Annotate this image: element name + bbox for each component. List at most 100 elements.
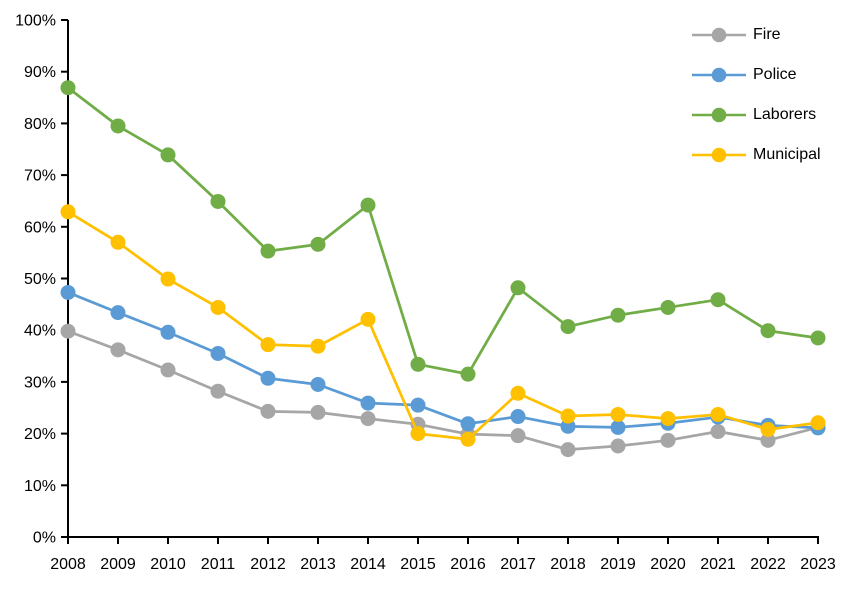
y-tick-label: 30%	[24, 374, 56, 391]
y-tick-label: 20%	[24, 426, 56, 443]
data-point	[710, 292, 726, 308]
data-point	[60, 323, 76, 339]
data-point	[260, 337, 276, 353]
y-tick-label: 80%	[24, 116, 56, 133]
x-tick-label: 2012	[250, 556, 286, 573]
data-point	[610, 406, 626, 422]
data-point	[760, 432, 776, 448]
x-tick-label: 2019	[600, 556, 636, 573]
data-point	[110, 305, 126, 321]
data-point	[210, 383, 226, 399]
y-axis-ticks: 0% 10% 20% 30% 40% 50% 60% 70% 80% 90% 100%	[15, 13, 68, 547]
legend-label-laborers: Laborers	[753, 106, 817, 123]
data-point	[310, 338, 326, 354]
x-tick-label: 2020	[650, 556, 686, 573]
x-tick-label: 2017	[500, 556, 536, 573]
series-police-line	[67, 291, 819, 430]
legend-label-municipal: Municipal	[753, 146, 821, 163]
data-point	[460, 366, 476, 382]
y-tick-label: 50%	[24, 271, 56, 288]
legend: Fire Police Laborers Municipal	[692, 21, 821, 169]
data-point	[610, 307, 626, 323]
y-tick-label: 100%	[15, 13, 56, 30]
legend-item-fire: Fire	[692, 21, 821, 49]
y-tick-label: 0%	[33, 530, 56, 547]
data-point	[660, 432, 676, 448]
data-point	[360, 395, 376, 411]
data-point	[160, 271, 176, 287]
data-point	[260, 243, 276, 259]
data-point	[510, 428, 526, 444]
data-point	[810, 415, 826, 431]
laborers-series-marker-icon	[692, 107, 746, 123]
y-tick-label: 60%	[24, 219, 56, 236]
x-tick-label: 2010	[150, 556, 186, 573]
legend-label-police: Police	[753, 66, 797, 83]
data-point	[110, 342, 126, 358]
data-point	[210, 193, 226, 209]
data-point	[410, 426, 426, 442]
data-point	[260, 403, 276, 419]
series-municipal	[60, 204, 826, 447]
fire-series-marker-icon	[692, 27, 746, 43]
data-point	[310, 376, 326, 392]
data-point	[160, 362, 176, 378]
data-point	[210, 345, 226, 361]
data-point	[160, 147, 176, 163]
data-point	[810, 330, 826, 346]
police-series-marker-icon	[692, 67, 746, 83]
x-tick-label: 2016	[450, 556, 486, 573]
data-point	[460, 416, 476, 432]
data-point	[360, 197, 376, 213]
data-point	[160, 324, 176, 340]
data-point	[260, 370, 276, 386]
data-point	[610, 438, 626, 454]
data-point	[60, 80, 76, 96]
y-tick-label: 70%	[24, 168, 56, 185]
x-tick-label: 2008	[50, 556, 86, 573]
legend-label-fire: Fire	[753, 26, 781, 43]
data-point	[510, 409, 526, 425]
data-point	[510, 385, 526, 401]
data-point	[660, 299, 676, 315]
series-laborers-line	[67, 86, 819, 376]
x-tick-label: 2013	[300, 556, 336, 573]
data-point	[360, 411, 376, 427]
y-tick-label: 10%	[24, 478, 56, 495]
y-tick-label: 40%	[24, 323, 56, 340]
data-point	[60, 204, 76, 220]
x-tick-label: 2018	[550, 556, 586, 573]
data-point	[710, 424, 726, 440]
x-tick-label: 2023	[800, 556, 836, 573]
data-point	[710, 406, 726, 422]
data-point	[760, 323, 776, 339]
series-laborers	[60, 80, 826, 382]
data-point	[210, 299, 226, 315]
data-point	[310, 404, 326, 420]
x-tick-label: 2011	[201, 556, 236, 573]
data-point	[560, 418, 576, 434]
x-tick-label: 2021	[700, 556, 736, 573]
legend-item-police: Police	[692, 61, 821, 89]
legend-item-municipal: Municipal	[692, 141, 821, 169]
data-point	[110, 234, 126, 250]
data-point	[560, 442, 576, 458]
data-point	[760, 421, 776, 437]
series-municipal-line	[67, 210, 819, 441]
x-axis-ticks: 2008 2009 2010 2011 2012 2013 2014 2015 2016 2017…	[50, 537, 836, 573]
legend-item-laborers: Laborers	[692, 101, 821, 129]
data-point	[310, 236, 326, 252]
data-point	[410, 397, 426, 413]
x-tick-label: 2015	[400, 556, 436, 573]
data-point	[510, 280, 526, 296]
data-point	[410, 356, 426, 372]
data-point	[360, 311, 376, 327]
municipal-series-marker-icon	[692, 147, 746, 163]
data-point	[560, 319, 576, 335]
x-tick-label: 2014	[350, 556, 386, 573]
y-tick-label: 90%	[24, 64, 56, 81]
data-point	[460, 431, 476, 447]
series-fire	[60, 323, 826, 458]
